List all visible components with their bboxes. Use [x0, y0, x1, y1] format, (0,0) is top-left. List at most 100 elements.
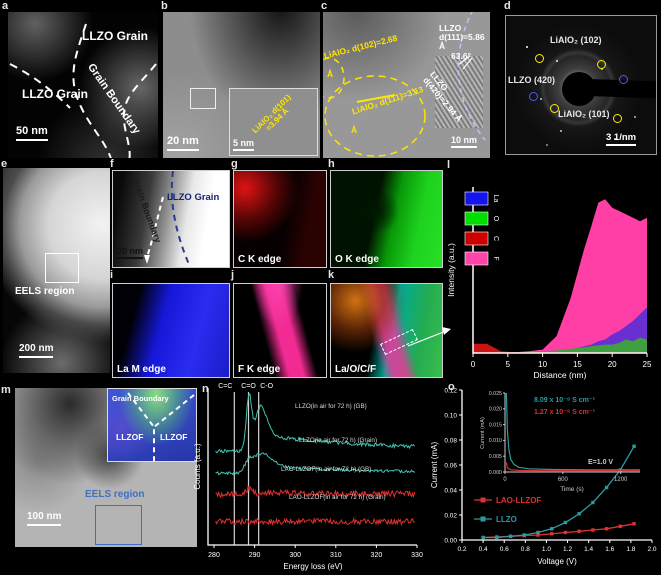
beam-stop-arm	[577, 78, 656, 99]
x-tick-label: 0.8	[521, 546, 530, 553]
llzo-420-ring-label: LLZO (420)	[508, 75, 556, 85]
lialo2-101-ring-label: LiAlO₂ (101)	[558, 109, 610, 119]
marker-LLZO	[604, 485, 609, 490]
axes	[207, 388, 417, 546]
marker-LLZO	[536, 530, 540, 535]
panel-b-tem-image: LiAlO₂ d(101) =3.94 Å 5 nm 20 nm	[163, 12, 320, 158]
spectrum-curve-1	[215, 452, 415, 476]
scale-bar-200nm: 200 nm	[19, 343, 54, 358]
bond-label-C=O: C=O	[241, 383, 256, 390]
angstrom-unit: Å	[351, 125, 358, 135]
marker-LAO-LLZOF	[577, 529, 581, 533]
inset-boundary-dashes	[127, 392, 195, 461]
marker-LAO-LLZOF	[550, 532, 554, 536]
panel-letter-c: c	[321, 0, 328, 12]
scale-bar-100nm: 100 nm	[27, 511, 62, 526]
x-tick-label: 2.0	[647, 546, 656, 553]
legend-label-O: O	[492, 216, 499, 222]
grain-boundary-label: Grain Boundary	[112, 394, 169, 403]
x-tick-label: 1.2	[563, 546, 572, 553]
marker-LLZO	[550, 527, 554, 531]
applied-voltage-annotation: E=1.0 V	[588, 459, 613, 466]
line-scan-box	[380, 328, 418, 356]
llzo-grain-left-label: LLZO Grain	[22, 87, 88, 101]
f-k-edge-label: F K edge	[238, 364, 281, 375]
panel-a-tem-image: LLZO Grain LLZO Grain Grain Boundary 50 …	[8, 12, 158, 158]
spectrum-curve-0	[215, 392, 415, 454]
bond-label-C=C: C=C	[218, 383, 232, 390]
inset-y-axis-label: Current (mA)	[480, 417, 486, 449]
marker-LLZO	[563, 520, 568, 525]
y-tick-label: 0.12	[444, 387, 457, 394]
llzof-left-label: LLZOF	[116, 432, 144, 442]
llzo-name: LLZO	[439, 23, 462, 33]
spot-marker-yellow	[597, 60, 606, 69]
panel-letter-a: a	[2, 0, 9, 12]
inset-y-tick-label: 0.000	[489, 470, 502, 476]
y-tick-label: 0.02	[444, 512, 457, 519]
legend-marker-LAO-LLZOF	[480, 497, 486, 503]
panel-letter-k: k	[328, 269, 335, 281]
inset-x-tick-label: 1200	[614, 477, 628, 483]
area-series-C	[473, 343, 647, 353]
legend-marker-LLZO	[480, 516, 486, 522]
panel-letter-j: j	[231, 269, 235, 281]
panel-letter-b: b	[161, 0, 168, 12]
y-tick-label: 0.06	[444, 462, 457, 469]
x-axis-label: Energy loss (eV)	[283, 562, 342, 571]
x-axis-label: Voltage (V)	[537, 557, 577, 566]
panel-letter-d: d	[504, 0, 511, 12]
inset-y-tick-label: 0.020	[489, 407, 502, 413]
marker-LLZO	[632, 444, 636, 448]
y-tick-label: 0.10	[444, 412, 457, 419]
panel-letter-e: e	[1, 158, 8, 170]
x-tick-label: 20	[608, 360, 617, 369]
y-tick-label: 0.08	[444, 437, 457, 444]
x-tick-label: 280	[208, 552, 220, 559]
panel-letter-l: l	[447, 159, 451, 171]
dc-polarization-chart: 0.00 0.02 0.04 0.06 0.08 0.10 0.12 0.2 0.4 0.6 0.8…	[430, 387, 657, 566]
x-tick-label: 25	[643, 360, 652, 369]
legend-swatch-La	[464, 191, 489, 206]
marker-LAO-LLZOF	[591, 528, 595, 532]
hrtem-inset: LiAlO₂ d(101) =3.94 Å 5 nm	[229, 88, 318, 156]
inset-x-tick-label: 0	[503, 477, 507, 483]
scale-bar-20nm: 20 nm	[167, 135, 199, 151]
llzof-right-label: LLZOF	[160, 432, 188, 442]
roi-box	[190, 88, 216, 109]
inset-series-LAO-LLZOF	[505, 462, 640, 472]
eels-region-label: EELS region	[15, 286, 75, 297]
inset-x-axis-label: Time (s)	[560, 486, 584, 493]
x-axis-label: Distance (nm)	[534, 370, 587, 380]
marker-LLZO	[495, 535, 499, 540]
panel-letter-i: i	[110, 269, 114, 281]
panel-d-diffraction-pattern: LiAlO₂ (102) LLZO (420) LiAlO₂ (101) 3 1…	[505, 15, 657, 155]
llzo-grain-top-label: LLZO Grain	[82, 29, 148, 43]
marker-LAO-LLZOF	[536, 533, 540, 537]
series-line-LLZO	[483, 445, 635, 539]
x-tick-label: 320	[371, 552, 383, 559]
x-tick-label: 10	[538, 360, 547, 369]
angstrom-unit: Å	[327, 69, 334, 79]
legend-label-C: C	[492, 236, 499, 241]
panel-m-tem-image: Grain Boundary LLZOF LLZOF EELS region 1…	[15, 388, 197, 547]
spot-marker-yellow	[550, 104, 559, 113]
inset-y-tick-label: 0.005	[489, 454, 502, 460]
x-tick-label: 5	[506, 360, 511, 369]
panel-letter-f: f	[110, 158, 114, 170]
panel-f-grain-boundary-image: Grain Boundary LLZO Grain 20 nm	[112, 170, 230, 268]
angstrom-unit: Å	[439, 40, 446, 51]
inset-series-LLZO	[505, 392, 640, 471]
x-tick-label: 0.6	[500, 546, 509, 553]
marker-LAO-LLZOF	[632, 522, 636, 526]
eels-region-box	[95, 505, 142, 545]
x-tick-label: 300	[289, 552, 301, 559]
x-tick-label: 1.4	[584, 546, 593, 553]
panel-h-oxygen-map: O K edge	[330, 170, 443, 268]
legend-label-LAO-LLZOF: LAO-LLZOF	[496, 496, 541, 505]
scale-bar-50nm: 50 nm	[16, 125, 48, 141]
boundary-dashed-lines	[144, 171, 192, 267]
panel-letter-g: g	[231, 158, 238, 170]
bond-label-C-O: C-O	[260, 383, 273, 390]
scale-bar-5nm: 5 nm	[233, 138, 255, 152]
